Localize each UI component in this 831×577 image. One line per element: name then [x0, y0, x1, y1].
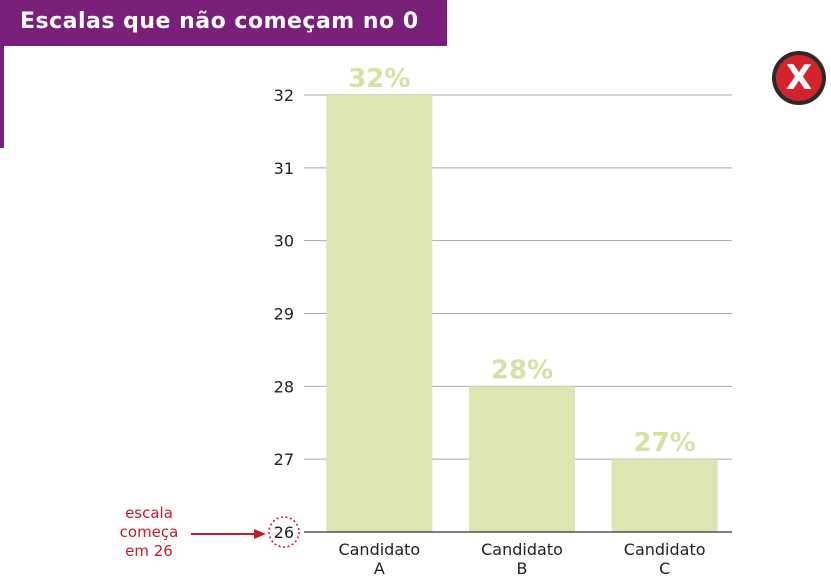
annotation-line-1: escala [125, 504, 173, 522]
y-tick-label-30: 30 [274, 232, 294, 251]
data-label-1: 28% [491, 355, 553, 385]
data-label-0: 32% [348, 64, 410, 94]
x-tick-label-1-1: B [517, 559, 528, 577]
bar-1 [469, 386, 575, 532]
title-banner: Escalas que não começam no 0 [0, 0, 447, 46]
y-tick-label-31: 31 [274, 159, 294, 178]
y-tick-label-26: 26 [274, 523, 294, 542]
x-tick-label-1-0: Candidato [481, 540, 563, 559]
bar-0 [326, 95, 433, 532]
page-title: Escalas que não começam no 0 [20, 9, 419, 34]
data-label-2: 27% [634, 428, 696, 458]
y-tick-label-28: 28 [274, 377, 294, 396]
annotation-line-3: em 26 [125, 542, 173, 560]
x-tick-label-2-0: Candidato [624, 540, 706, 559]
highlight-circle [268, 516, 300, 548]
x-tick-label-0-0: Candidato [338, 540, 420, 559]
annotation-arrow-head [254, 529, 266, 539]
annotation-line-2: começa [119, 523, 179, 541]
x-icon: X [776, 55, 822, 101]
scale-annotation: escala começa em 26 [108, 504, 190, 561]
y-tick-label-27: 27 [274, 450, 294, 469]
bar-2 [611, 459, 718, 532]
x-tick-label-0-1: A [374, 559, 385, 577]
wrong-badge: X [772, 51, 826, 105]
y-tick-label-32: 32 [274, 86, 294, 105]
x-tick-label-2-1: C [659, 559, 670, 577]
y-tick-label-29: 29 [274, 305, 294, 324]
accent-side-bar [0, 46, 4, 148]
